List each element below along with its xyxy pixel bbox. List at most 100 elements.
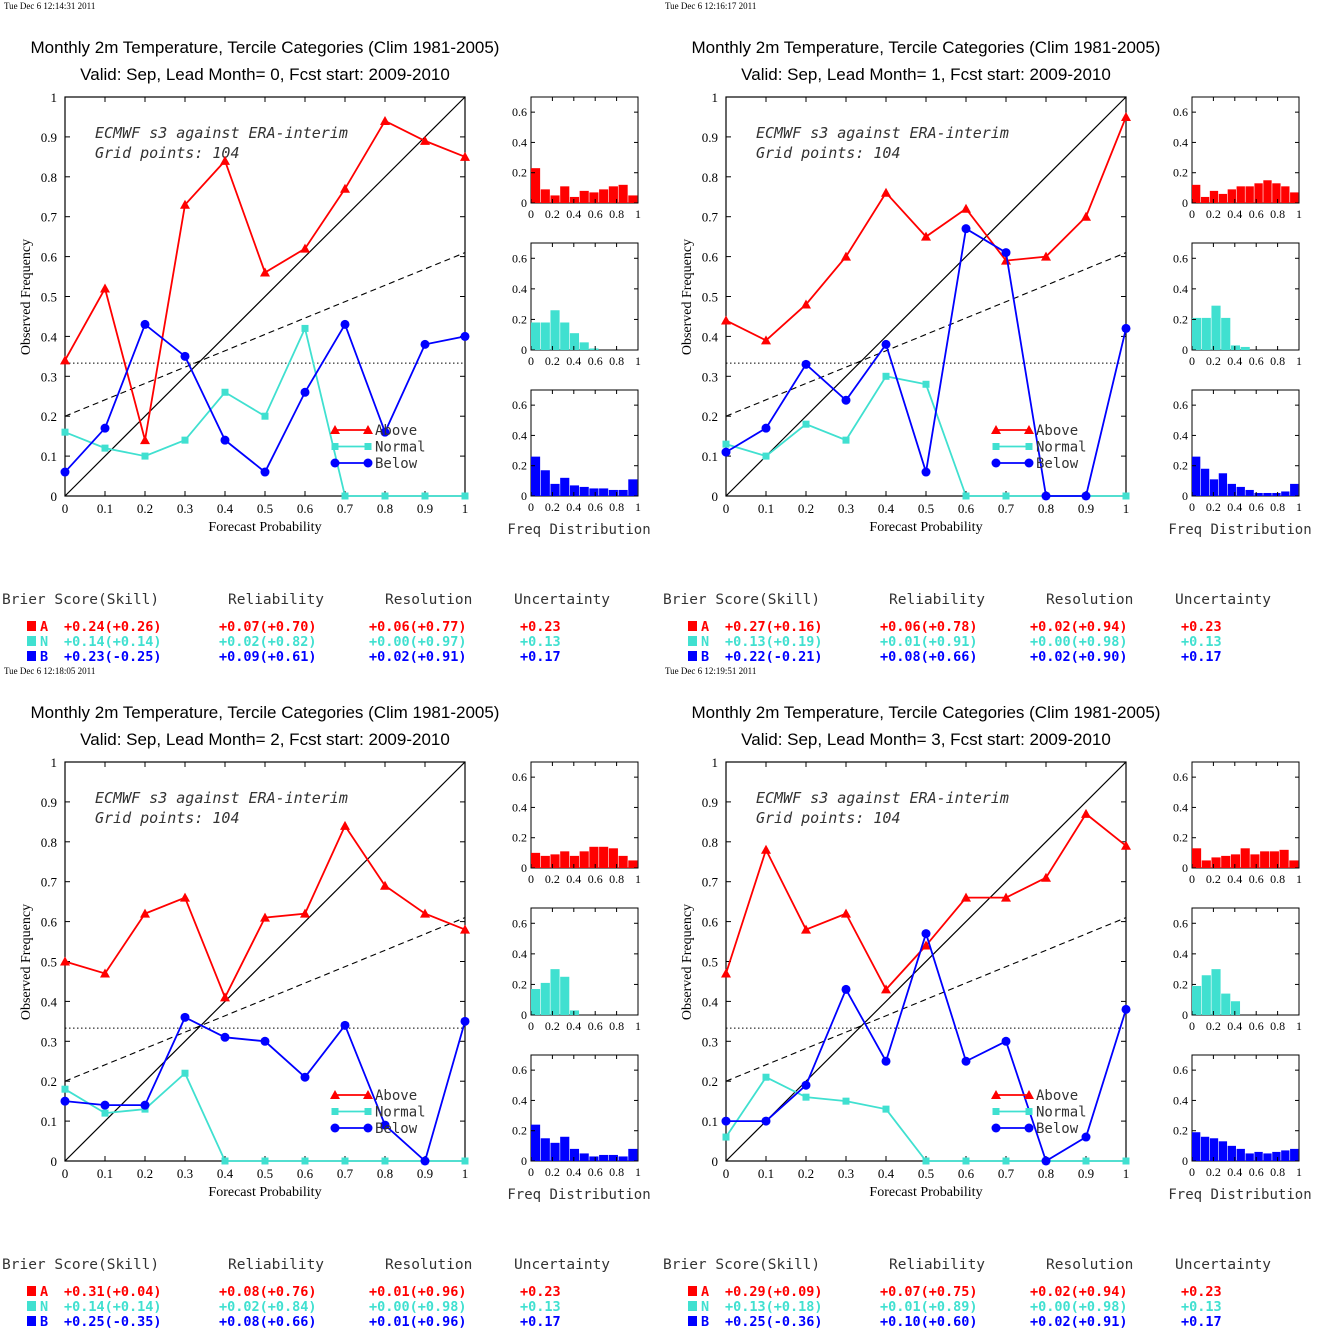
data-point-normal [301,1157,309,1165]
hist-bar-below [1200,468,1210,496]
hist-bar-normal [531,989,541,1015]
hist-bar-below [540,470,550,496]
hist-y-tick-label: 0.4 [1173,282,1188,296]
score-category: A [701,619,709,635]
data-point-above [300,243,310,253]
hist-y-tick-label: 0 [1182,1008,1188,1022]
y-axis-label: Observed Frequency [680,239,695,355]
hist-x-tick-label: 0 [528,872,534,886]
hist-x-tick-label: 0.2 [545,207,560,221]
series-line-above [64,823,466,1000]
score-value: +0.10(+0.60) [880,1314,978,1330]
score-value: +0.06(+0.78) [880,619,978,635]
legend-marker-below [330,1123,340,1133]
hist-bar-below [579,486,589,496]
data-point-above [1081,808,1091,818]
data-point-normal [301,324,309,332]
hist-bar-above [540,855,550,868]
hist-bar-normal [560,976,570,1015]
hist-bar-above [1200,196,1210,203]
perfect-reliability-line [64,96,466,497]
chart-subtitle: Valid: Sep, Lead Month= 1, Fcst start: 2… [741,65,1111,84]
perfect-reliability-line [725,761,1127,1162]
series-line-above [64,119,466,441]
data-point-below [340,319,350,329]
hist-x-tick-label: 0.4 [566,1165,581,1179]
hist-bar-below [1218,1141,1228,1161]
score-header: Resolution [385,592,472,608]
score-header: Uncertainty [514,1257,610,1273]
x-tick-label: 0.6 [958,1166,975,1181]
score-header: Brier Score(Skill) [2,1257,159,1273]
data-point-below [961,1056,971,1066]
y-tick-label: 0.9 [41,795,57,810]
score-value: +0.29(+0.09) [725,1284,823,1300]
hist-bar-normal [1230,1001,1241,1015]
hist-bar-below [531,1124,541,1161]
data-point-above [380,115,390,125]
hist-x-tick-label: 0 [528,1165,534,1179]
y-axis-label: Observed Frequency [680,904,695,1020]
y-tick-label: 0.2 [702,1074,718,1089]
y-tick-label: 0.6 [702,915,719,930]
hist-x-tick-label: 1 [1296,500,1302,514]
hist-bar-normal [1211,305,1221,350]
hist-bar-above [608,848,618,868]
hist-bar-normal [569,333,580,350]
score-value: +0.02(+0.90) [1030,649,1128,665]
legend-marker-normal [1025,1108,1033,1115]
data-point-below [841,395,851,405]
hist-bar-below [569,485,580,496]
hist-y-tick-label: 0.6 [512,916,527,930]
legend-marker-below [1024,1123,1034,1133]
data-point-below [460,331,470,341]
hist-bar-below [1290,483,1299,496]
data-point-above [100,283,110,293]
hist-y-tick-label: 0.2 [1173,831,1188,845]
hist-bar-above [1221,855,1231,868]
hist-x-tick-label: 0.6 [588,500,603,514]
data-point-normal [842,1097,850,1105]
hist-x-tick-label: 0.4 [1227,1165,1242,1179]
data-point-below [1081,1132,1091,1142]
hist-bar-above [1245,186,1254,203]
data-point-above [140,435,150,445]
hist-bar-below [628,479,638,496]
hist-bar-normal [1192,985,1202,1015]
data-point-above [220,992,230,1002]
x-tick-label: 0.3 [177,501,193,516]
hist-x-tick-label: 1 [635,500,641,514]
data-point-above [841,251,851,261]
hist-y-tick-label: 0.2 [1173,312,1188,326]
hist-bar-above [540,189,550,203]
no-skill-line [725,252,1127,417]
data-point-normal [962,1157,970,1165]
hist-bar-above [531,852,541,868]
hist-bar-above [1254,183,1263,203]
hist-bar-below [1263,492,1272,496]
data-point-above [220,155,230,165]
data-point-normal [341,492,349,500]
hist-x-tick-label: 0.8 [1270,1165,1285,1179]
score-header: Reliability [228,592,324,608]
hist-x-tick-label: 0.2 [1206,1165,1221,1179]
hist-x-tick-label: 0.8 [609,354,624,368]
x-tick-label: 0.1 [758,1166,774,1181]
hist-y-tick-label: 0.4 [1173,1093,1188,1107]
hist-bar-above [589,846,599,868]
legend-marker-below [363,1123,373,1133]
x-axis-label: Forecast Probability [869,520,982,535]
hist-x-tick-label: 0 [528,1019,534,1033]
data-point-normal [842,436,850,444]
y-tick-label: 0.5 [702,290,718,305]
hist-bar-above [1281,186,1290,203]
data-point-above [140,908,150,918]
legend-marker-above [1024,425,1034,434]
hist-x-tick-label: 0.2 [1206,500,1221,514]
y-tick-label: 0.1 [41,1114,57,1129]
data-point-above [961,892,971,902]
hist-bar-above [608,186,618,203]
score-value: +0.08(+0.66) [219,1314,317,1330]
score-value: +0.06(+0.77) [369,619,467,635]
hist-bar-above [579,190,589,203]
